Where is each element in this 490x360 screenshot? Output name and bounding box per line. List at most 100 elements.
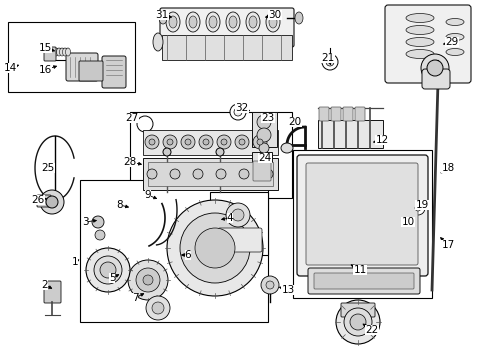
FancyBboxPatch shape — [160, 8, 294, 47]
Circle shape — [146, 296, 170, 320]
FancyBboxPatch shape — [341, 303, 375, 317]
Circle shape — [145, 135, 159, 149]
Bar — [148, 162, 273, 186]
Bar — [293, 150, 432, 298]
Circle shape — [221, 139, 227, 145]
Circle shape — [163, 135, 177, 149]
Circle shape — [199, 135, 213, 149]
Circle shape — [152, 302, 164, 314]
Text: 23: 23 — [261, 113, 274, 123]
Circle shape — [100, 262, 116, 278]
Ellipse shape — [159, 12, 167, 24]
Circle shape — [322, 54, 338, 70]
Circle shape — [230, 104, 246, 120]
Circle shape — [149, 139, 155, 145]
Bar — [318, 120, 383, 148]
Text: 16: 16 — [38, 65, 51, 75]
Circle shape — [95, 230, 105, 240]
Ellipse shape — [66, 48, 71, 56]
Bar — [210, 192, 268, 255]
Text: 30: 30 — [269, 10, 282, 20]
Text: 15: 15 — [38, 43, 51, 53]
Ellipse shape — [166, 12, 180, 32]
Circle shape — [137, 116, 153, 132]
Bar — [143, 130, 278, 155]
Circle shape — [226, 203, 250, 227]
Text: 26: 26 — [31, 195, 45, 205]
Text: 22: 22 — [366, 325, 379, 335]
FancyBboxPatch shape — [102, 56, 126, 88]
Text: 3: 3 — [82, 217, 88, 227]
Ellipse shape — [266, 12, 280, 32]
Ellipse shape — [406, 37, 434, 46]
Circle shape — [216, 169, 226, 179]
Circle shape — [170, 169, 180, 179]
Circle shape — [94, 256, 122, 284]
Circle shape — [344, 308, 372, 336]
Ellipse shape — [281, 143, 293, 153]
FancyBboxPatch shape — [253, 161, 271, 181]
Text: 11: 11 — [353, 265, 367, 275]
Text: 14: 14 — [3, 63, 17, 73]
Ellipse shape — [295, 12, 303, 24]
Ellipse shape — [226, 12, 240, 32]
Ellipse shape — [446, 33, 464, 40]
FancyBboxPatch shape — [66, 53, 98, 81]
Text: 1: 1 — [72, 257, 78, 267]
Circle shape — [336, 300, 380, 344]
FancyBboxPatch shape — [218, 228, 262, 252]
FancyBboxPatch shape — [44, 281, 61, 303]
Ellipse shape — [56, 48, 62, 56]
Bar — [130, 112, 292, 198]
FancyBboxPatch shape — [355, 107, 365, 121]
Circle shape — [259, 143, 269, 153]
Text: 12: 12 — [375, 135, 389, 145]
Ellipse shape — [189, 16, 197, 28]
Text: 19: 19 — [416, 200, 429, 210]
Circle shape — [181, 135, 195, 149]
FancyBboxPatch shape — [331, 107, 341, 121]
FancyBboxPatch shape — [308, 268, 420, 294]
Text: 29: 29 — [445, 37, 459, 47]
Circle shape — [193, 169, 203, 179]
Circle shape — [167, 139, 173, 145]
Ellipse shape — [63, 48, 68, 56]
Circle shape — [195, 228, 235, 268]
FancyBboxPatch shape — [314, 273, 414, 289]
Circle shape — [216, 148, 224, 156]
Text: 6: 6 — [185, 250, 191, 260]
Circle shape — [185, 139, 191, 145]
Circle shape — [86, 248, 130, 292]
Ellipse shape — [59, 48, 65, 56]
Circle shape — [234, 108, 242, 116]
Circle shape — [235, 135, 249, 149]
Ellipse shape — [53, 48, 58, 56]
Text: 20: 20 — [289, 117, 301, 127]
Ellipse shape — [169, 16, 177, 28]
FancyBboxPatch shape — [319, 107, 329, 121]
Circle shape — [326, 58, 334, 66]
Bar — [8, 22, 135, 92]
Ellipse shape — [406, 26, 434, 35]
Circle shape — [239, 169, 249, 179]
Circle shape — [266, 281, 274, 289]
Text: 5: 5 — [109, 273, 115, 283]
FancyBboxPatch shape — [343, 107, 353, 121]
Text: 8: 8 — [117, 200, 123, 210]
Circle shape — [257, 115, 271, 129]
Circle shape — [239, 139, 245, 145]
Ellipse shape — [446, 18, 464, 26]
Text: 18: 18 — [441, 163, 455, 173]
Circle shape — [136, 268, 160, 292]
Circle shape — [257, 139, 263, 145]
Text: 28: 28 — [123, 157, 137, 167]
Circle shape — [232, 209, 244, 221]
FancyBboxPatch shape — [297, 155, 428, 276]
FancyBboxPatch shape — [79, 61, 103, 81]
Circle shape — [217, 135, 231, 149]
Circle shape — [167, 200, 263, 296]
Bar — [252, 112, 277, 147]
Bar — [143, 158, 278, 190]
Circle shape — [92, 216, 104, 228]
Ellipse shape — [206, 12, 220, 32]
